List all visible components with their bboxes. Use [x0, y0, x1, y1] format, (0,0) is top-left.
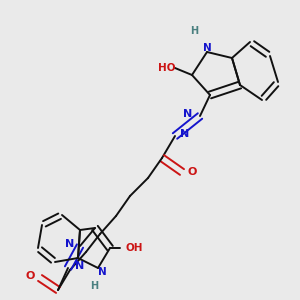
- Text: O: O: [187, 167, 197, 177]
- Text: HO: HO: [158, 63, 176, 73]
- Text: N: N: [75, 261, 85, 271]
- Text: O: O: [25, 271, 35, 281]
- Text: N: N: [202, 43, 211, 53]
- Text: OH: OH: [125, 243, 143, 253]
- Text: N: N: [183, 109, 193, 119]
- Text: N: N: [65, 239, 75, 249]
- Text: H: H: [190, 26, 198, 36]
- Text: N: N: [98, 267, 106, 277]
- Text: N: N: [180, 129, 190, 139]
- Text: H: H: [90, 281, 98, 291]
